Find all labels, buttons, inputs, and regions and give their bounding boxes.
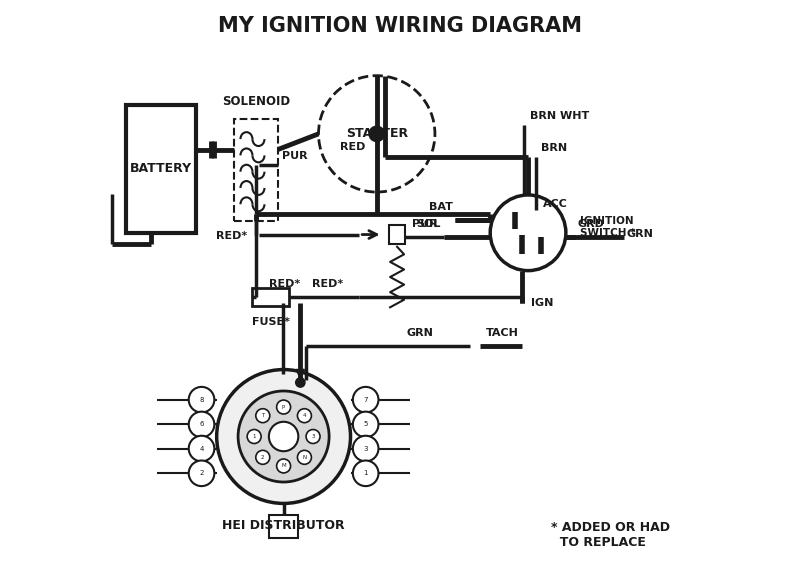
Bar <box>269 515 298 538</box>
Text: 4: 4 <box>199 446 204 452</box>
Text: 7: 7 <box>363 397 368 403</box>
Circle shape <box>353 411 378 437</box>
Text: * ADDED OR HAD
  TO REPLACE: * ADDED OR HAD TO REPLACE <box>551 521 670 549</box>
Circle shape <box>247 430 261 443</box>
Bar <box>251 288 290 306</box>
Text: RED*: RED* <box>312 279 343 289</box>
Text: GRN: GRN <box>407 328 434 339</box>
Text: 3: 3 <box>363 446 368 452</box>
Text: 5: 5 <box>363 421 368 427</box>
Text: T: T <box>261 413 265 418</box>
Bar <box>234 119 278 221</box>
Circle shape <box>189 387 214 413</box>
Circle shape <box>256 450 270 464</box>
Text: PUR: PUR <box>282 151 308 161</box>
Circle shape <box>277 400 290 414</box>
Text: RED*: RED* <box>270 279 301 289</box>
Bar <box>389 225 406 244</box>
Bar <box>126 105 196 233</box>
Text: GRN: GRN <box>627 229 654 239</box>
Circle shape <box>370 127 384 141</box>
Text: 2: 2 <box>261 455 265 460</box>
Circle shape <box>277 459 290 473</box>
Text: BAT: BAT <box>429 202 452 212</box>
Circle shape <box>269 422 298 451</box>
Text: BRN: BRN <box>542 143 567 154</box>
Text: RED: RED <box>340 141 365 152</box>
Text: SOLENOID: SOLENOID <box>222 95 290 108</box>
Text: STARTER: STARTER <box>346 127 408 140</box>
Circle shape <box>490 195 566 271</box>
Circle shape <box>189 460 214 486</box>
Text: M: M <box>282 463 286 469</box>
Text: IGNITION
SWITCH *: IGNITION SWITCH * <box>581 216 636 238</box>
Circle shape <box>353 460 378 486</box>
Circle shape <box>298 409 311 423</box>
Text: 1: 1 <box>253 434 256 439</box>
Text: 1: 1 <box>363 470 368 476</box>
Text: TACH: TACH <box>486 328 518 339</box>
Circle shape <box>217 370 350 503</box>
Text: IGN: IGN <box>531 297 554 308</box>
Text: 3: 3 <box>311 434 314 439</box>
Circle shape <box>306 430 320 443</box>
Text: 8: 8 <box>199 397 204 403</box>
Text: 2: 2 <box>199 470 204 476</box>
Circle shape <box>296 378 305 387</box>
Text: GRD: GRD <box>578 219 604 229</box>
Circle shape <box>318 76 435 192</box>
Text: RED*: RED* <box>216 230 247 241</box>
Text: HEI DISTRIBUTOR: HEI DISTRIBUTOR <box>222 519 345 532</box>
Text: MY IGNITION WIRING DIAGRAM: MY IGNITION WIRING DIAGRAM <box>218 16 582 36</box>
Text: BATTERY: BATTERY <box>130 162 193 175</box>
Circle shape <box>298 450 311 464</box>
Text: ACC: ACC <box>543 199 568 210</box>
Text: 6: 6 <box>199 421 204 427</box>
Circle shape <box>238 391 329 482</box>
Text: SOL: SOL <box>416 219 441 229</box>
Circle shape <box>353 387 378 413</box>
Text: P: P <box>282 404 286 410</box>
Circle shape <box>189 411 214 437</box>
Circle shape <box>353 436 378 462</box>
Circle shape <box>256 409 270 423</box>
Text: BRN WHT: BRN WHT <box>530 111 590 122</box>
Text: 4: 4 <box>302 413 306 418</box>
Circle shape <box>189 436 214 462</box>
Text: FUSE*: FUSE* <box>251 317 290 327</box>
Text: N: N <box>302 455 306 460</box>
Text: PUR: PUR <box>412 219 438 229</box>
